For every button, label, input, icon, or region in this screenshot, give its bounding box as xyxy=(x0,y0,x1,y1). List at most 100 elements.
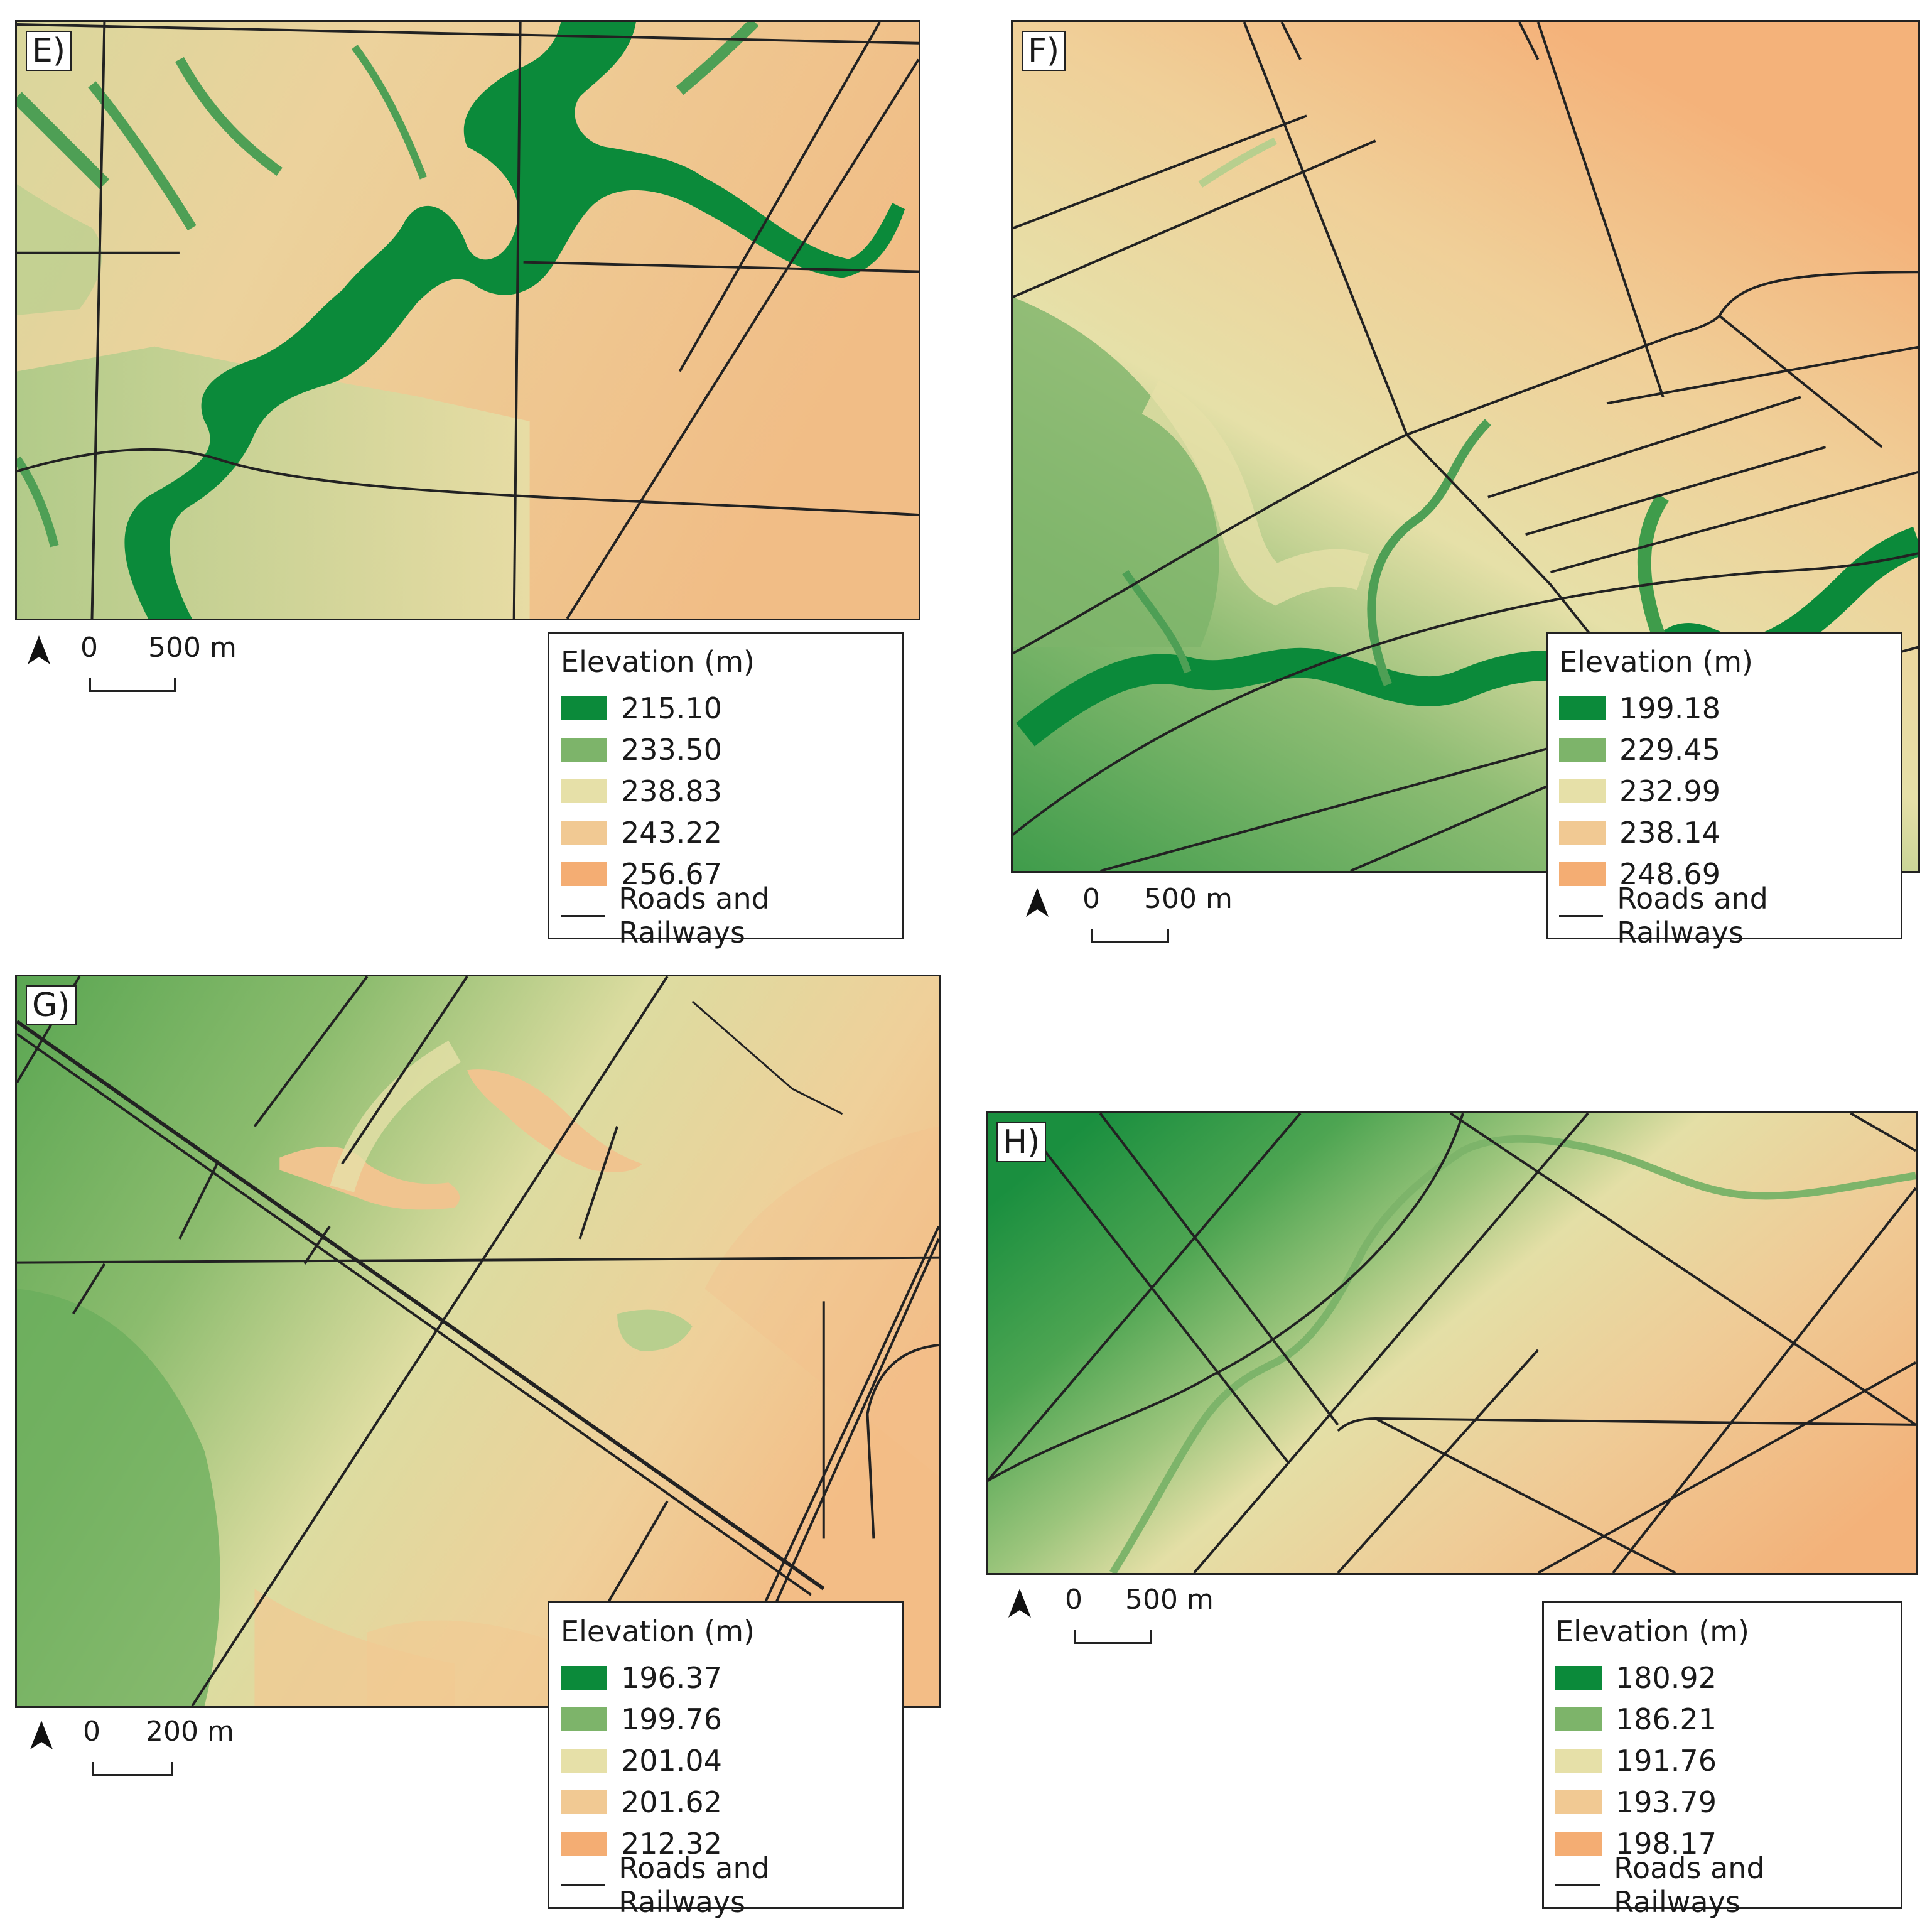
scale-bar-line xyxy=(1091,929,1169,943)
scale-zero: 0 xyxy=(83,1716,100,1748)
legend-value: 243.22 xyxy=(621,816,722,850)
legend-row: 229.45 xyxy=(1559,729,1889,770)
elevation-map-e xyxy=(17,22,919,619)
legend-value: 212.32 xyxy=(621,1827,722,1861)
scale-distance: 500 m xyxy=(148,632,237,664)
legend-swatch xyxy=(1555,1707,1602,1731)
legend-value: 238.83 xyxy=(621,774,722,808)
legend-row: 199.18 xyxy=(1559,688,1889,729)
legend-value: 186.21 xyxy=(1616,1702,1717,1736)
legend-row: 256.67 xyxy=(561,853,891,895)
scale-zero: 0 xyxy=(1082,883,1100,915)
scale-bar-line xyxy=(92,1762,173,1776)
legend-value: 215.10 xyxy=(621,691,722,725)
panel-label: E) xyxy=(26,31,72,71)
legend-row-roads: Roads and Railways xyxy=(561,882,891,949)
legend-value: 198.17 xyxy=(1616,1827,1717,1861)
legend-swatch xyxy=(1555,1666,1602,1690)
legend-row: 186.21 xyxy=(1555,1699,1889,1740)
legend-row: 191.76 xyxy=(1555,1740,1889,1781)
legend-row: 198.17 xyxy=(1555,1823,1889,1864)
scale-bar-e: 0 500 m xyxy=(80,632,244,701)
legend-f: Elevation (m) 199.18 229.45 232.99 238.1… xyxy=(1546,632,1902,949)
legend-swatch xyxy=(1559,862,1606,886)
legend-row: 180.92 xyxy=(1555,1657,1889,1699)
north-arrow-icon xyxy=(1008,1589,1031,1618)
legend-row-roads: Roads and Railways xyxy=(561,1851,891,1919)
legend-roads-label: Roads and Railways xyxy=(618,1851,770,1919)
legend-roads-label: Roads and Railways xyxy=(1614,1851,1765,1919)
road-line-icon xyxy=(561,914,605,917)
scale-bar-f: 0 500 m xyxy=(1082,883,1246,952)
legend-swatch xyxy=(1559,779,1606,803)
legend-swatch xyxy=(1555,1749,1602,1773)
legend-value: 256.67 xyxy=(621,857,722,891)
legend-swatch xyxy=(1555,1790,1602,1814)
legend-row: 238.14 xyxy=(1559,812,1889,853)
legend-swatch xyxy=(561,738,607,762)
legend-title: Elevation (m) xyxy=(561,1614,755,1648)
north-arrow-icon xyxy=(28,635,50,664)
legend-row: 243.22 xyxy=(561,812,891,853)
legend-value: 238.14 xyxy=(1619,816,1720,850)
legend-row: 193.79 xyxy=(1555,1781,1889,1823)
scale-zero: 0 xyxy=(1065,1584,1082,1616)
legend-value: 229.45 xyxy=(1619,733,1720,767)
scale-bar-h: 0 500 m xyxy=(1065,1584,1228,1653)
legend-roads-label: Roads and Railways xyxy=(618,882,770,949)
panel-label: F) xyxy=(1022,31,1066,71)
scale-bar-g: 0 200 m xyxy=(83,1716,246,1785)
road-line-icon xyxy=(1555,1884,1600,1886)
legend-value: 201.04 xyxy=(621,1744,722,1778)
legend-swatch xyxy=(561,1666,607,1690)
legend-swatch xyxy=(1559,738,1606,762)
legend-swatch xyxy=(561,821,607,845)
legend-row: 201.04 xyxy=(561,1740,891,1781)
legend-value: 191.76 xyxy=(1616,1744,1717,1778)
legend-e: Elevation (m) 215.10 233.50 238.83 243.2… xyxy=(548,632,904,949)
legend-row: 233.50 xyxy=(561,729,891,770)
scale-bar-line xyxy=(1074,1630,1152,1644)
legend-row: 212.32 xyxy=(561,1823,891,1864)
legend-swatch xyxy=(561,779,607,803)
legend-value: 248.69 xyxy=(1619,857,1720,891)
panel-label: G) xyxy=(26,985,77,1025)
legend-value: 193.79 xyxy=(1616,1785,1717,1819)
legend-value: 180.92 xyxy=(1616,1661,1717,1695)
legend-h: Elevation (m) 180.92 186.21 191.76 193.7… xyxy=(1542,1601,1902,1919)
legend-row: 232.99 xyxy=(1559,770,1889,812)
legend-title: Elevation (m) xyxy=(561,645,755,679)
road-line-icon xyxy=(561,1884,605,1886)
legend-row: 248.69 xyxy=(1559,853,1889,895)
legend-value: 232.99 xyxy=(1619,774,1720,808)
legend-swatch xyxy=(561,1749,607,1773)
legend-swatch xyxy=(561,1790,607,1814)
panel-label: H) xyxy=(996,1122,1047,1162)
legend-row: 215.10 xyxy=(561,688,891,729)
road-line-icon xyxy=(1559,914,1604,917)
elevation-map-g xyxy=(17,976,939,1706)
legend-swatch xyxy=(561,862,607,886)
legend-value: 199.76 xyxy=(621,1702,722,1736)
legend-value: 196.37 xyxy=(621,1661,722,1695)
scale-distance: 200 m xyxy=(146,1716,234,1748)
legend-swatch xyxy=(561,696,607,720)
scale-zero: 0 xyxy=(80,632,98,664)
legend-title: Elevation (m) xyxy=(1559,645,1753,679)
north-arrow-icon xyxy=(1026,888,1049,917)
legend-row: 238.83 xyxy=(561,770,891,812)
elevation-map-h xyxy=(988,1113,1916,1573)
scale-distance: 500 m xyxy=(1125,1584,1214,1616)
legend-row: 196.37 xyxy=(561,1657,891,1699)
legend-roads-label: Roads and Railways xyxy=(1617,882,1768,949)
map-panel-e: E) xyxy=(15,20,920,620)
legend-title: Elevation (m) xyxy=(1555,1614,1749,1648)
legend-g: Elevation (m) 196.37 199.76 201.04 201.6… xyxy=(548,1601,904,1919)
scale-distance: 500 m xyxy=(1144,883,1233,915)
legend-row: 199.76 xyxy=(561,1699,891,1740)
legend-value: 199.18 xyxy=(1619,691,1720,725)
legend-swatch xyxy=(561,1832,607,1856)
legend-swatch xyxy=(1559,821,1606,845)
scale-bar-line xyxy=(89,678,176,692)
map-panel-g: G) xyxy=(15,975,941,1708)
